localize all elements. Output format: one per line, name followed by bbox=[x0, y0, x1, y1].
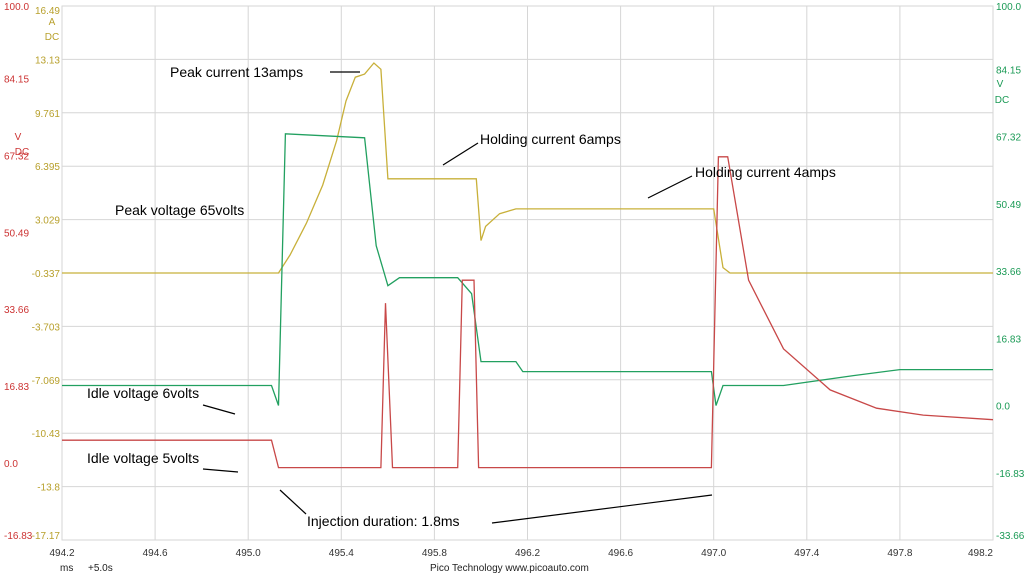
annotation-label: Injection duration: 1.8ms bbox=[307, 513, 460, 529]
current-unit-label: A bbox=[49, 17, 56, 28]
x-tick-label: 494.2 bbox=[49, 548, 74, 559]
x-tick-label: 494.6 bbox=[143, 548, 168, 559]
voltage-left-tick-label: 84.15 bbox=[4, 74, 29, 85]
current-tick-label: -0.337 bbox=[32, 269, 61, 280]
current-tick-label: 16.49 bbox=[35, 6, 60, 17]
voltage-left-tick-label: 33.66 bbox=[4, 305, 29, 316]
annotation-label: Holding current 4amps bbox=[695, 164, 836, 180]
voltage-right-tick-label: 100.0 bbox=[996, 2, 1021, 13]
trace-line bbox=[62, 156, 994, 469]
current-tick-label: 6.395 bbox=[35, 162, 60, 173]
voltage-left-unit-label: V bbox=[15, 132, 22, 143]
voltage-right-tick-label: 50.49 bbox=[996, 200, 1021, 211]
x-tick-label: 496.6 bbox=[608, 548, 633, 559]
voltage-right-tick-label: -33.66 bbox=[996, 531, 1024, 542]
annotation-leader-line bbox=[202, 404, 236, 415]
x-tick-label: 497.0 bbox=[701, 548, 726, 559]
annotation-leader-line bbox=[442, 142, 479, 166]
trace-line bbox=[62, 62, 993, 274]
current-tick-label: -17.17 bbox=[32, 531, 61, 542]
current-tick-label: -3.703 bbox=[32, 322, 61, 333]
voltage-left-tick-label: 0.0 bbox=[4, 459, 18, 470]
annotation-leader-line bbox=[279, 489, 307, 515]
voltage-left-tick-label: 100.0 bbox=[4, 2, 29, 13]
x-tick-label: 497.8 bbox=[887, 548, 912, 559]
x-tick-label: 495.8 bbox=[422, 548, 447, 559]
voltage-left-tick-label: 16.83 bbox=[4, 382, 29, 393]
x-tick-label: 496.2 bbox=[515, 548, 540, 559]
current-tick-label: 13.13 bbox=[35, 55, 60, 66]
current-tick-label: -13.8 bbox=[37, 483, 60, 494]
x-tick-label: 497.4 bbox=[794, 548, 819, 559]
footer-units: ms bbox=[60, 563, 73, 574]
x-tick-label: 498.2 bbox=[968, 548, 993, 559]
voltage-right-unit-label: V bbox=[997, 79, 1004, 90]
trace-line bbox=[62, 133, 993, 406]
voltage-left-tick-label: 67.32 bbox=[4, 151, 29, 162]
annotation-label: Idle voltage 6volts bbox=[87, 385, 199, 401]
voltage-right-tick-label: 16.83 bbox=[996, 334, 1021, 345]
footer-brand: Pico Technology www.picoauto.com bbox=[430, 563, 589, 574]
voltage-right-tick-label: 33.66 bbox=[996, 267, 1021, 278]
annotation-label: Peak current 13amps bbox=[170, 64, 303, 80]
annotation-leader-line bbox=[202, 468, 239, 473]
voltage-right-tick-label: 84.15 bbox=[996, 65, 1021, 76]
x-tick-label: 495.4 bbox=[329, 548, 354, 559]
x-tick-label: 495.0 bbox=[236, 548, 261, 559]
voltage-left-tick-label: -16.83 bbox=[4, 531, 33, 542]
current-tick-label: -7.069 bbox=[32, 376, 61, 387]
annotation-label: Holding current 6amps bbox=[480, 131, 621, 147]
annotation-label: Peak voltage 65volts bbox=[115, 202, 244, 218]
voltage-left-unit-label: DC bbox=[15, 147, 29, 158]
annotation-leader-line bbox=[647, 175, 693, 199]
current-tick-label: 9.761 bbox=[35, 109, 60, 120]
current-tick-label: -10.43 bbox=[32, 429, 61, 440]
annotation-label: Idle voltage 5volts bbox=[87, 450, 199, 466]
current-tick-label: 3.029 bbox=[35, 216, 60, 227]
voltage-right-tick-label: 67.32 bbox=[996, 133, 1021, 144]
voltage-left-tick-label: 50.49 bbox=[4, 228, 29, 239]
annotation-leader-line bbox=[491, 494, 713, 524]
voltage-right-tick-label: 0.0 bbox=[996, 402, 1010, 413]
current-unit-label: DC bbox=[45, 32, 59, 43]
voltage-right-unit-label: DC bbox=[995, 95, 1009, 106]
voltage-right-tick-label: -16.83 bbox=[996, 469, 1024, 480]
footer-timebase: +5.0s bbox=[88, 563, 113, 574]
